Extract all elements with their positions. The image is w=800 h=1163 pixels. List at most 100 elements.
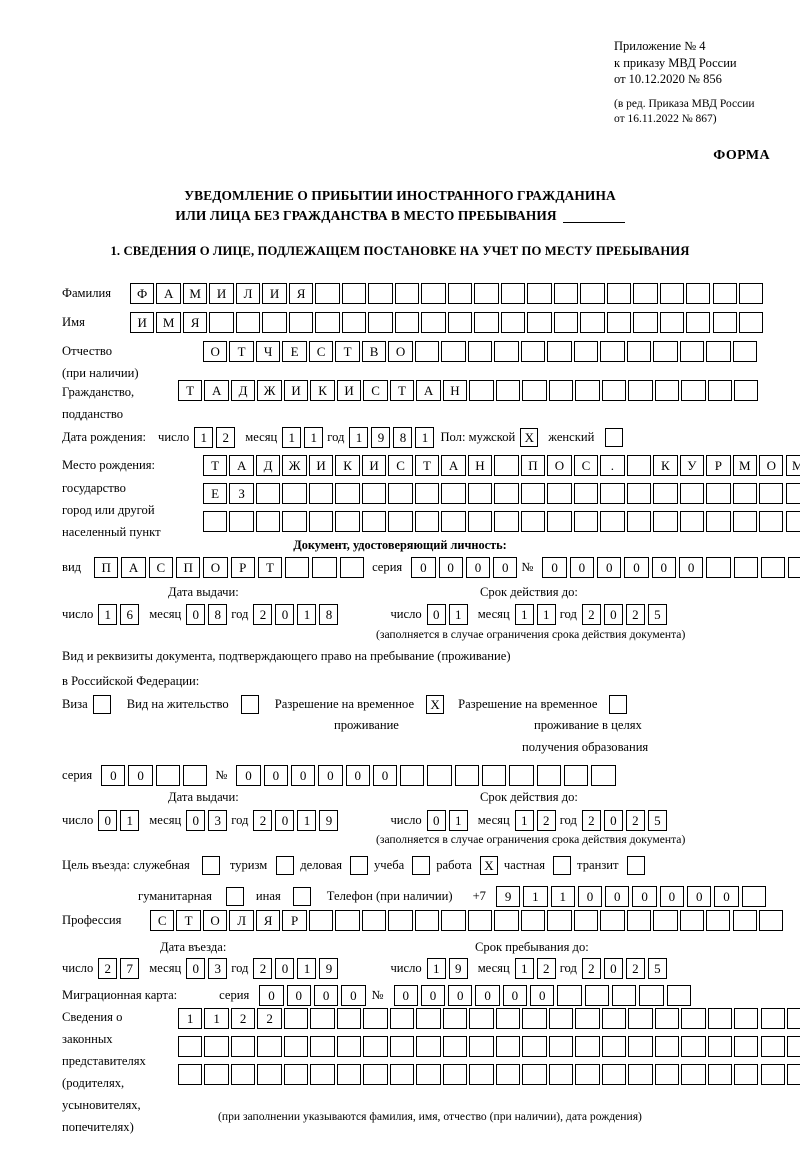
char-box[interactable] [707, 1036, 732, 1057]
temp-residence-checkbox[interactable]: Х [426, 695, 445, 714]
char-box[interactable] [209, 312, 234, 333]
char-box[interactable]: 0 [605, 886, 630, 907]
char-box[interactable] [739, 283, 764, 304]
char-box[interactable] [785, 483, 800, 504]
char-box[interactable]: 0 [493, 557, 518, 578]
doc-valid-month-d1[interactable]: 1 [514, 604, 534, 625]
char-box[interactable] [681, 380, 706, 401]
char-box[interactable] [628, 1064, 653, 1085]
char-box[interactable]: Л [229, 910, 254, 931]
char-box[interactable] [183, 765, 208, 786]
char-box[interactable] [666, 985, 691, 1006]
char-box[interactable] [336, 1036, 362, 1057]
char-box[interactable] [469, 1036, 494, 1057]
char-box[interactable] [389, 1008, 415, 1029]
char-box[interactable] [626, 910, 652, 931]
char-box[interactable] [573, 483, 599, 504]
char-box[interactable] [760, 1036, 785, 1057]
char-box[interactable] [734, 1064, 759, 1085]
char-box[interactable]: Н [467, 455, 493, 476]
char-box[interactable]: А [441, 455, 466, 476]
char-box[interactable]: С [150, 910, 175, 931]
permit-valid-year-d3[interactable]: 2 [625, 810, 645, 831]
char-box[interactable] [204, 1036, 229, 1057]
char-box[interactable] [482, 765, 507, 786]
birth-year-d1[interactable]: 1 [349, 427, 369, 448]
char-box[interactable] [495, 380, 521, 401]
char-box[interactable]: И [283, 380, 309, 401]
char-box[interactable] [361, 511, 387, 532]
char-box[interactable]: 0 [502, 985, 528, 1006]
char-box[interactable] [494, 511, 519, 532]
char-box[interactable]: 0 [290, 765, 316, 786]
doc-issue-year-d1[interactable]: 2 [253, 604, 273, 625]
char-box[interactable]: 0 [393, 985, 418, 1006]
char-box[interactable]: Е [203, 483, 228, 504]
char-box[interactable] [547, 910, 572, 931]
char-box[interactable] [547, 483, 572, 504]
char-box[interactable]: 0 [597, 557, 622, 578]
char-box[interactable] [639, 985, 664, 1006]
char-box[interactable] [361, 910, 387, 931]
char-box[interactable] [759, 483, 784, 504]
char-box[interactable] [416, 1064, 441, 1085]
char-box[interactable]: 0 [438, 557, 463, 578]
char-box[interactable]: Л [235, 283, 261, 304]
char-box[interactable] [474, 283, 499, 304]
char-box[interactable] [522, 380, 547, 401]
stay-year-d2[interactable]: 0 [603, 958, 623, 979]
char-box[interactable]: 0 [448, 985, 473, 1006]
char-box[interactable]: Ж [257, 380, 282, 401]
char-box[interactable] [495, 1008, 521, 1029]
stay-year-d3[interactable]: 2 [625, 958, 645, 979]
char-box[interactable] [262, 312, 287, 333]
char-box[interactable]: 0 [687, 886, 712, 907]
char-box[interactable] [341, 283, 367, 304]
char-box[interactable] [732, 341, 757, 362]
birth-year-d2[interactable]: 9 [371, 427, 391, 448]
char-box[interactable] [283, 1064, 309, 1085]
char-box[interactable]: 0 [577, 886, 603, 907]
char-box[interactable]: 0 [542, 557, 567, 578]
char-box[interactable] [310, 1008, 335, 1029]
purpose-transit-checkbox[interactable] [626, 856, 645, 875]
permit-issue-month-d1[interactable]: 0 [186, 810, 206, 831]
char-box[interactable] [310, 1036, 335, 1057]
entry-month-d2[interactable]: 3 [208, 958, 228, 979]
stay-year-d4[interactable]: 5 [647, 958, 667, 979]
entry-year-d1[interactable]: 2 [253, 958, 273, 979]
char-box[interactable] [441, 341, 466, 362]
char-box[interactable] [686, 312, 711, 333]
char-box[interactable] [706, 910, 731, 931]
char-box[interactable] [336, 1064, 362, 1085]
char-box[interactable] [739, 312, 764, 333]
char-box[interactable] [467, 511, 493, 532]
purpose-tourism-checkbox[interactable] [276, 856, 295, 875]
char-box[interactable]: А [121, 557, 146, 578]
char-box[interactable] [522, 1064, 547, 1085]
char-box[interactable]: П [94, 557, 119, 578]
char-box[interactable] [442, 1036, 468, 1057]
char-box[interactable] [454, 765, 480, 786]
doc-issue-year-d2[interactable]: 0 [275, 604, 295, 625]
char-box[interactable] [547, 511, 572, 532]
char-box[interactable]: 0 [678, 557, 704, 578]
char-box[interactable] [308, 483, 334, 504]
char-box[interactable] [500, 283, 526, 304]
char-box[interactable] [178, 1064, 203, 1085]
char-box[interactable]: Т [389, 380, 415, 401]
char-box[interactable]: П [520, 455, 546, 476]
char-box[interactable]: 0 [624, 557, 649, 578]
char-box[interactable]: 1 [550, 886, 575, 907]
char-box[interactable]: О [203, 341, 228, 362]
char-box[interactable] [591, 765, 616, 786]
char-box[interactable] [611, 985, 637, 1006]
char-box[interactable] [288, 312, 314, 333]
char-box[interactable]: 0 [101, 765, 126, 786]
char-box[interactable] [553, 283, 579, 304]
doc-valid-year-d4[interactable]: 5 [647, 604, 667, 625]
